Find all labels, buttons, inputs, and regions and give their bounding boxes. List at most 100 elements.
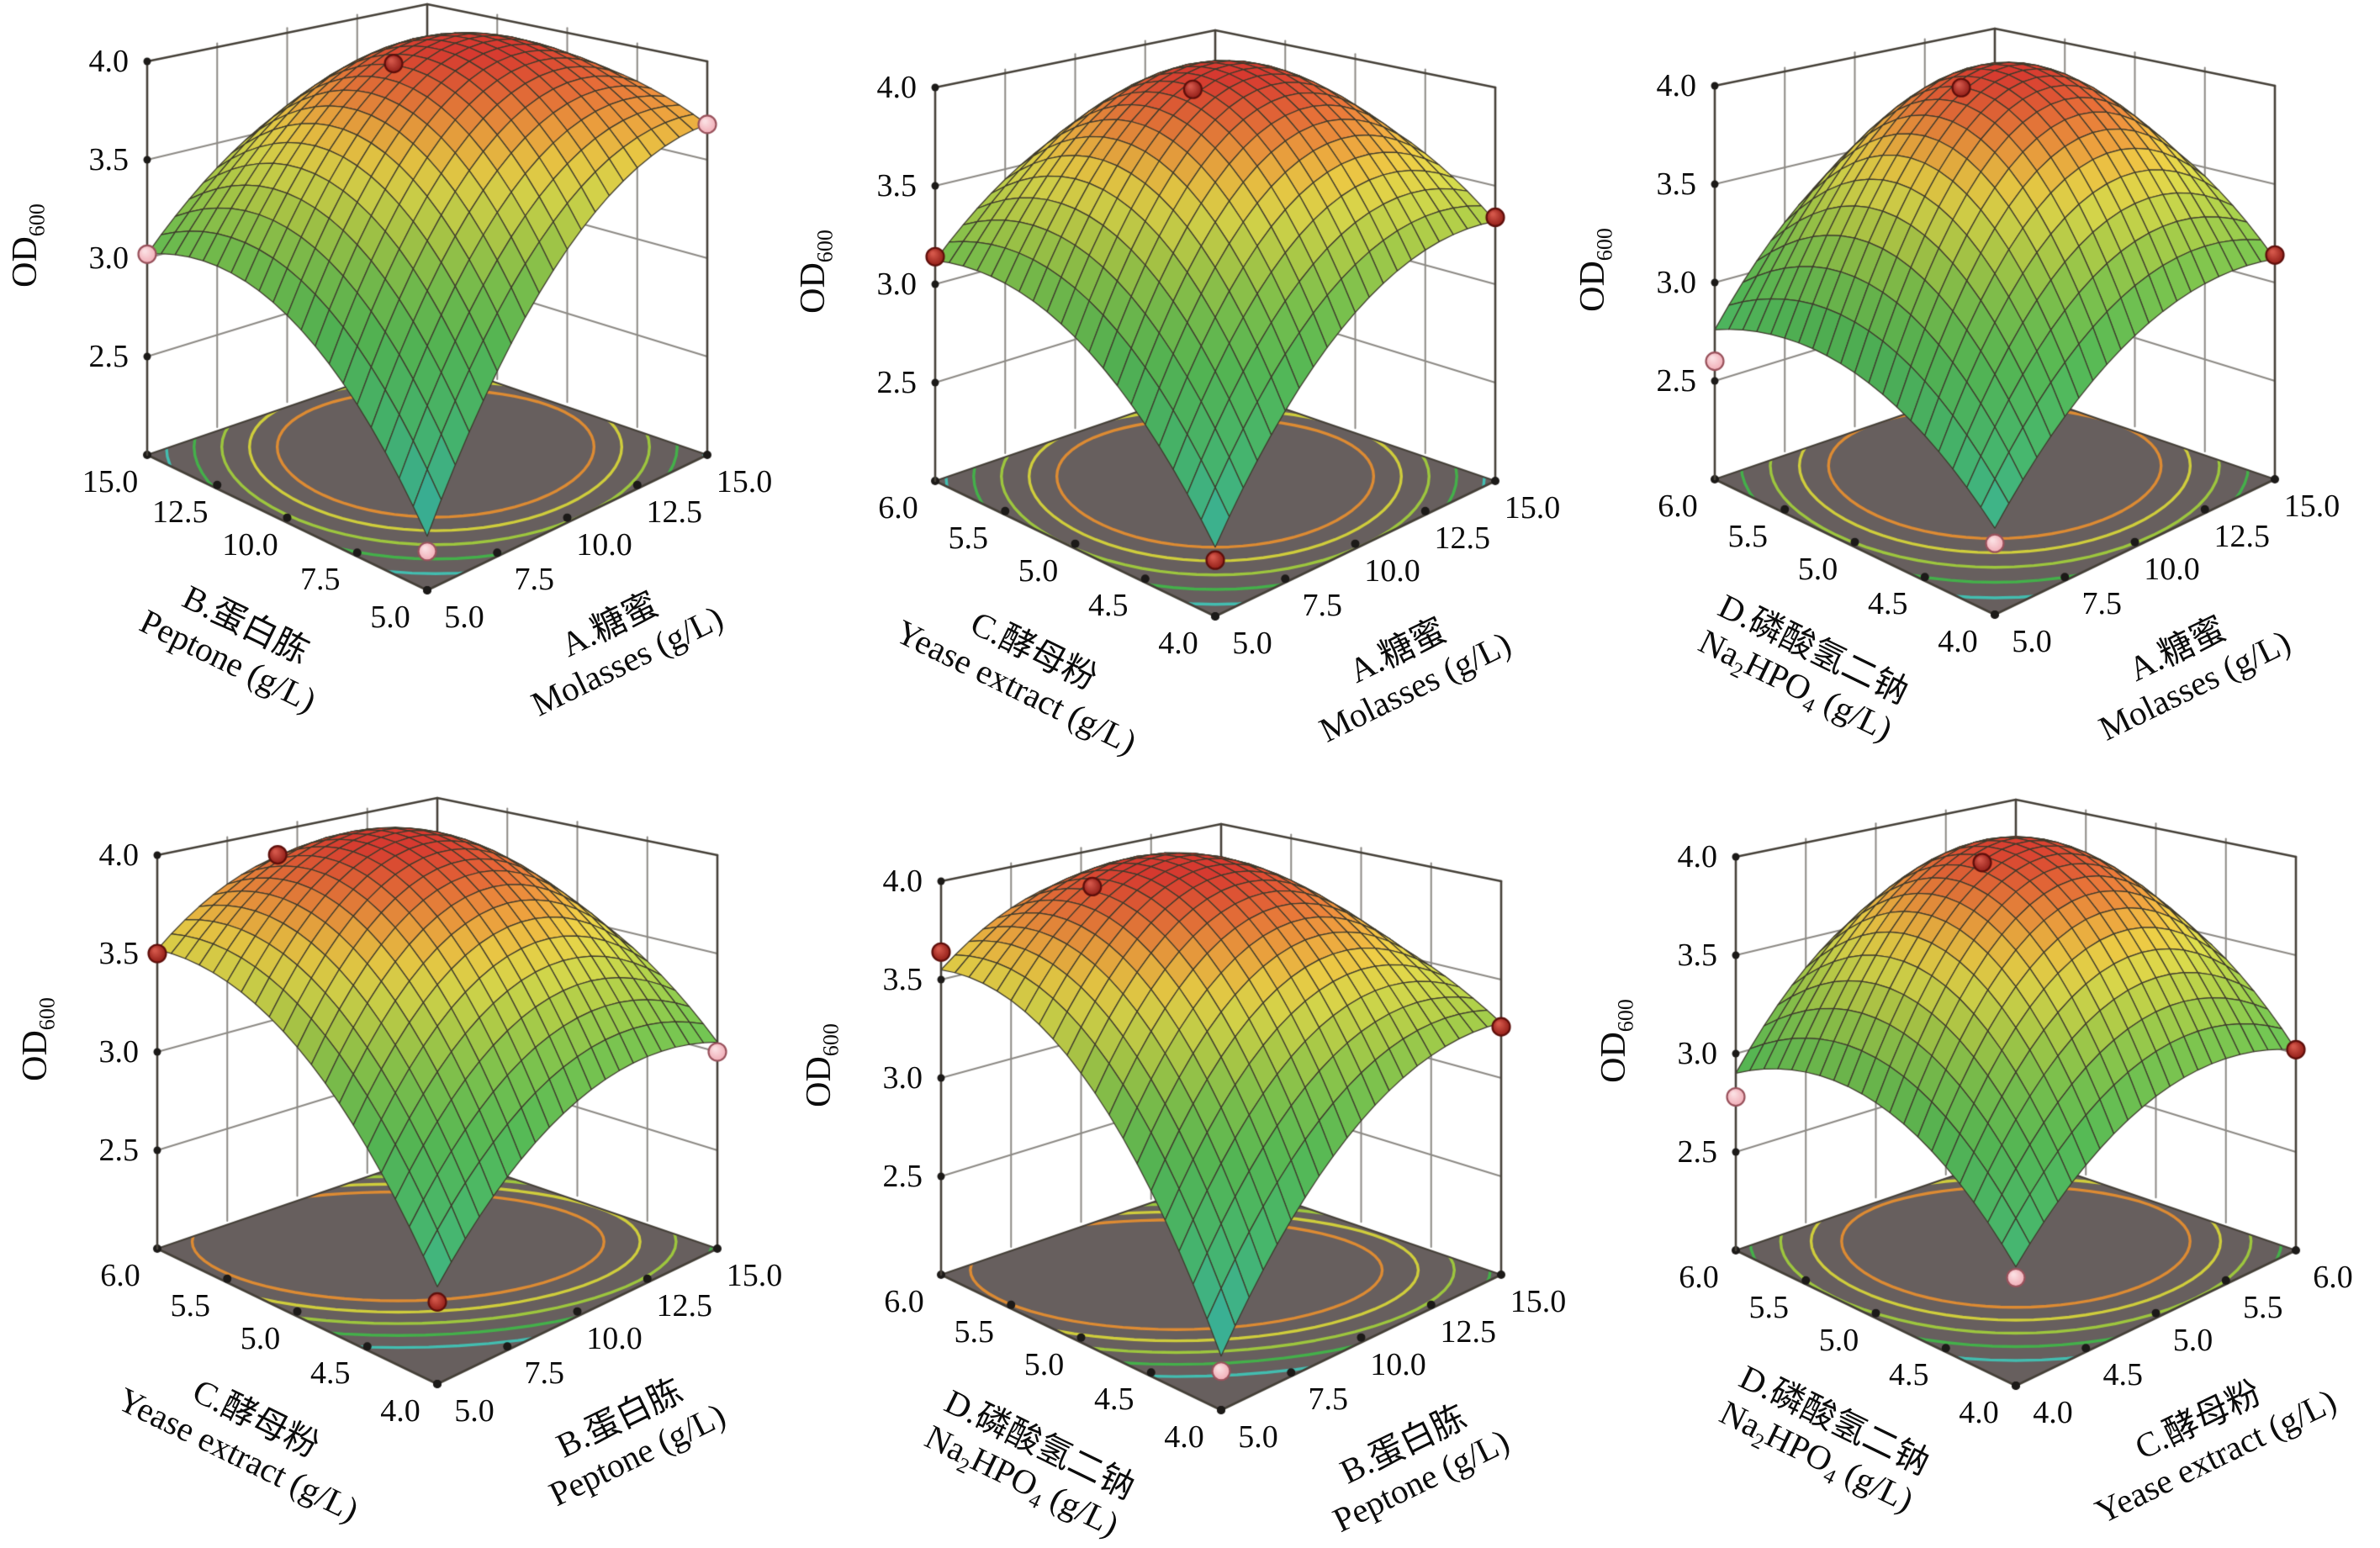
z-axis-tick-label: 4.0 (98, 837, 140, 873)
z-axis-tick-label: 4.0 (876, 70, 918, 105)
z-axis-tick-label: 3.5 (1677, 938, 1718, 973)
right-axis-tick-label: 12.5 (1434, 520, 1491, 556)
z-axis-tick-label: 4.0 (1677, 839, 1718, 874)
left-axis-tick-label: 5.5 (1748, 1289, 1790, 1325)
right-axis-tick-label: 5.0 (1232, 626, 1272, 661)
right-axis-tick-label: 10.0 (1370, 1346, 1426, 1382)
z-axis-title: OD600 (1573, 228, 1617, 312)
label-text: 600 (1592, 228, 1617, 262)
right-axis-tick-label: 10.0 (586, 1320, 643, 1356)
left-axis-tick-label: 12.5 (152, 494, 209, 530)
right-axis-tick-label: 7.5 (514, 562, 555, 598)
left-axis-tick-label: 4.5 (1094, 1382, 1134, 1418)
right-axis-tick-label: 12.5 (646, 494, 703, 530)
left-axis-tick-label: 5.5 (948, 520, 989, 556)
left-axis-tick-label: 5.0 (1818, 1322, 1859, 1358)
right-axis-tick-label: 12.5 (656, 1287, 713, 1323)
left-axis-tick-label: 6.0 (878, 490, 918, 526)
z-axis-tick-label: 2.5 (876, 365, 918, 400)
z-axis-tick-label: 3.0 (1656, 265, 1697, 300)
z-axis-tick-label: 3.5 (882, 962, 923, 997)
label-text: OD (1595, 1032, 1633, 1083)
left-axis-tick-label: 5.5 (954, 1313, 995, 1350)
z-axis-tick-label: 3.5 (876, 168, 918, 203)
z-axis-tick-label: 3.0 (1677, 1036, 1718, 1071)
right-axis-tick-label: 12.5 (2213, 518, 2271, 554)
z-axis-tick-label: 2.5 (1677, 1134, 1718, 1170)
right-axis-tick-label: 12.5 (1440, 1313, 1497, 1350)
z-axis-title: OD600 (15, 997, 60, 1081)
right-axis-tick-label: 7.5 (1302, 588, 1343, 624)
z-axis-title: OD600 (5, 203, 49, 288)
label-text: OD (1573, 261, 1612, 312)
right-axis-tick-label: 5.0 (2012, 624, 2052, 659)
left-axis-tick-label: 15.0 (82, 464, 139, 499)
left-axis-tick-label: 4.0 (1164, 1419, 1204, 1455)
left-axis-tick-label: 6.0 (100, 1258, 140, 1293)
right-axis-tick-label: 15.0 (716, 464, 773, 499)
left-axis-tick-label: 4.0 (1938, 624, 1978, 659)
left-axis-tick-label: 4.5 (310, 1355, 351, 1392)
left-axis-tick-label: 5.0 (370, 600, 410, 635)
left-axis-tick-label: 5.5 (1727, 518, 1769, 554)
left-axis-tick-label: 5.0 (1797, 551, 1838, 587)
z-axis-tick-label: 2.5 (1656, 363, 1697, 399)
z-axis-tick-label: 4.0 (88, 44, 130, 79)
z-axis-tick-label: 2.5 (882, 1159, 923, 1194)
label-text: OD (800, 1056, 838, 1107)
left-axis-tick-label: 4.0 (1158, 626, 1198, 661)
z-axis-tick-label: 3.5 (98, 936, 140, 971)
z-axis-tick-label: 3.0 (98, 1034, 140, 1070)
z-axis-title: OD600 (1594, 999, 1638, 1083)
right-axis-tick-label: 10.0 (576, 526, 632, 563)
label-text: 600 (24, 203, 50, 237)
right-axis-tick-label: 10.0 (1364, 552, 1420, 589)
left-axis-tick-label: 4.0 (1959, 1395, 1999, 1430)
right-axis-tick-label: 15.0 (1504, 490, 1561, 526)
label-text: OD (794, 262, 833, 314)
right-axis-tick-label: 7.5 (524, 1355, 565, 1392)
right-axis-tick-label: 5.0 (454, 1393, 495, 1429)
z-axis-tick-label: 4.0 (882, 864, 923, 899)
left-axis-tick-label: 4.5 (1868, 586, 1908, 622)
z-axis-tick-label: 2.5 (98, 1133, 140, 1168)
right-axis-tick-label: 4.0 (2033, 1395, 2073, 1430)
right-axis-tick-label: 6.0 (2313, 1260, 2353, 1295)
right-axis-tick-label: 5.0 (444, 600, 484, 635)
right-axis-tick-label: 5.0 (1238, 1419, 1278, 1455)
right-axis-tick-label: 7.5 (2081, 586, 2123, 622)
z-axis-tick-label: 2.5 (88, 339, 130, 374)
z-axis-tick-label: 3.0 (876, 267, 918, 302)
right-axis-tick-label: 4.5 (2102, 1357, 2144, 1393)
z-axis-tick-label: 3.5 (1656, 166, 1697, 202)
label-text: OD (6, 236, 45, 288)
left-axis-tick-label: 10.0 (222, 526, 278, 563)
left-axis-tick-label: 4.5 (1889, 1357, 1929, 1393)
label-text: 600 (1613, 999, 1638, 1033)
right-axis-tick-label: 5.5 (2243, 1289, 2283, 1325)
left-axis-tick-label: 6.0 (1658, 489, 1698, 524)
left-axis-tick-label: 5.0 (1018, 552, 1059, 589)
left-axis-tick-label: 5.0 (1023, 1346, 1065, 1382)
label-text: OD (16, 1030, 55, 1081)
label-text: 600 (34, 997, 60, 1031)
right-axis-tick-label: 10.0 (2144, 551, 2200, 587)
right-axis-tick-label: 15.0 (1510, 1284, 1567, 1319)
label-text: 600 (818, 1023, 844, 1057)
z-axis-tick-label: 4.0 (1656, 68, 1697, 103)
left-axis-tick-label: 6.0 (1679, 1260, 1719, 1295)
left-axis-tick-label: 5.5 (170, 1287, 211, 1323)
z-axis-title: OD600 (793, 230, 837, 314)
label-text: 600 (812, 230, 838, 263)
z-axis-tick-label: 3.5 (88, 142, 130, 177)
left-axis-tick-label: 4.0 (380, 1393, 420, 1429)
z-axis-title: OD600 (799, 1023, 843, 1107)
left-axis-tick-label: 5.0 (240, 1320, 281, 1356)
z-axis-tick-label: 3.0 (88, 240, 130, 276)
right-axis-tick-label: 7.5 (1308, 1382, 1349, 1418)
right-axis-tick-label: 15.0 (726, 1258, 783, 1293)
left-axis-tick-label: 4.5 (1088, 588, 1129, 624)
